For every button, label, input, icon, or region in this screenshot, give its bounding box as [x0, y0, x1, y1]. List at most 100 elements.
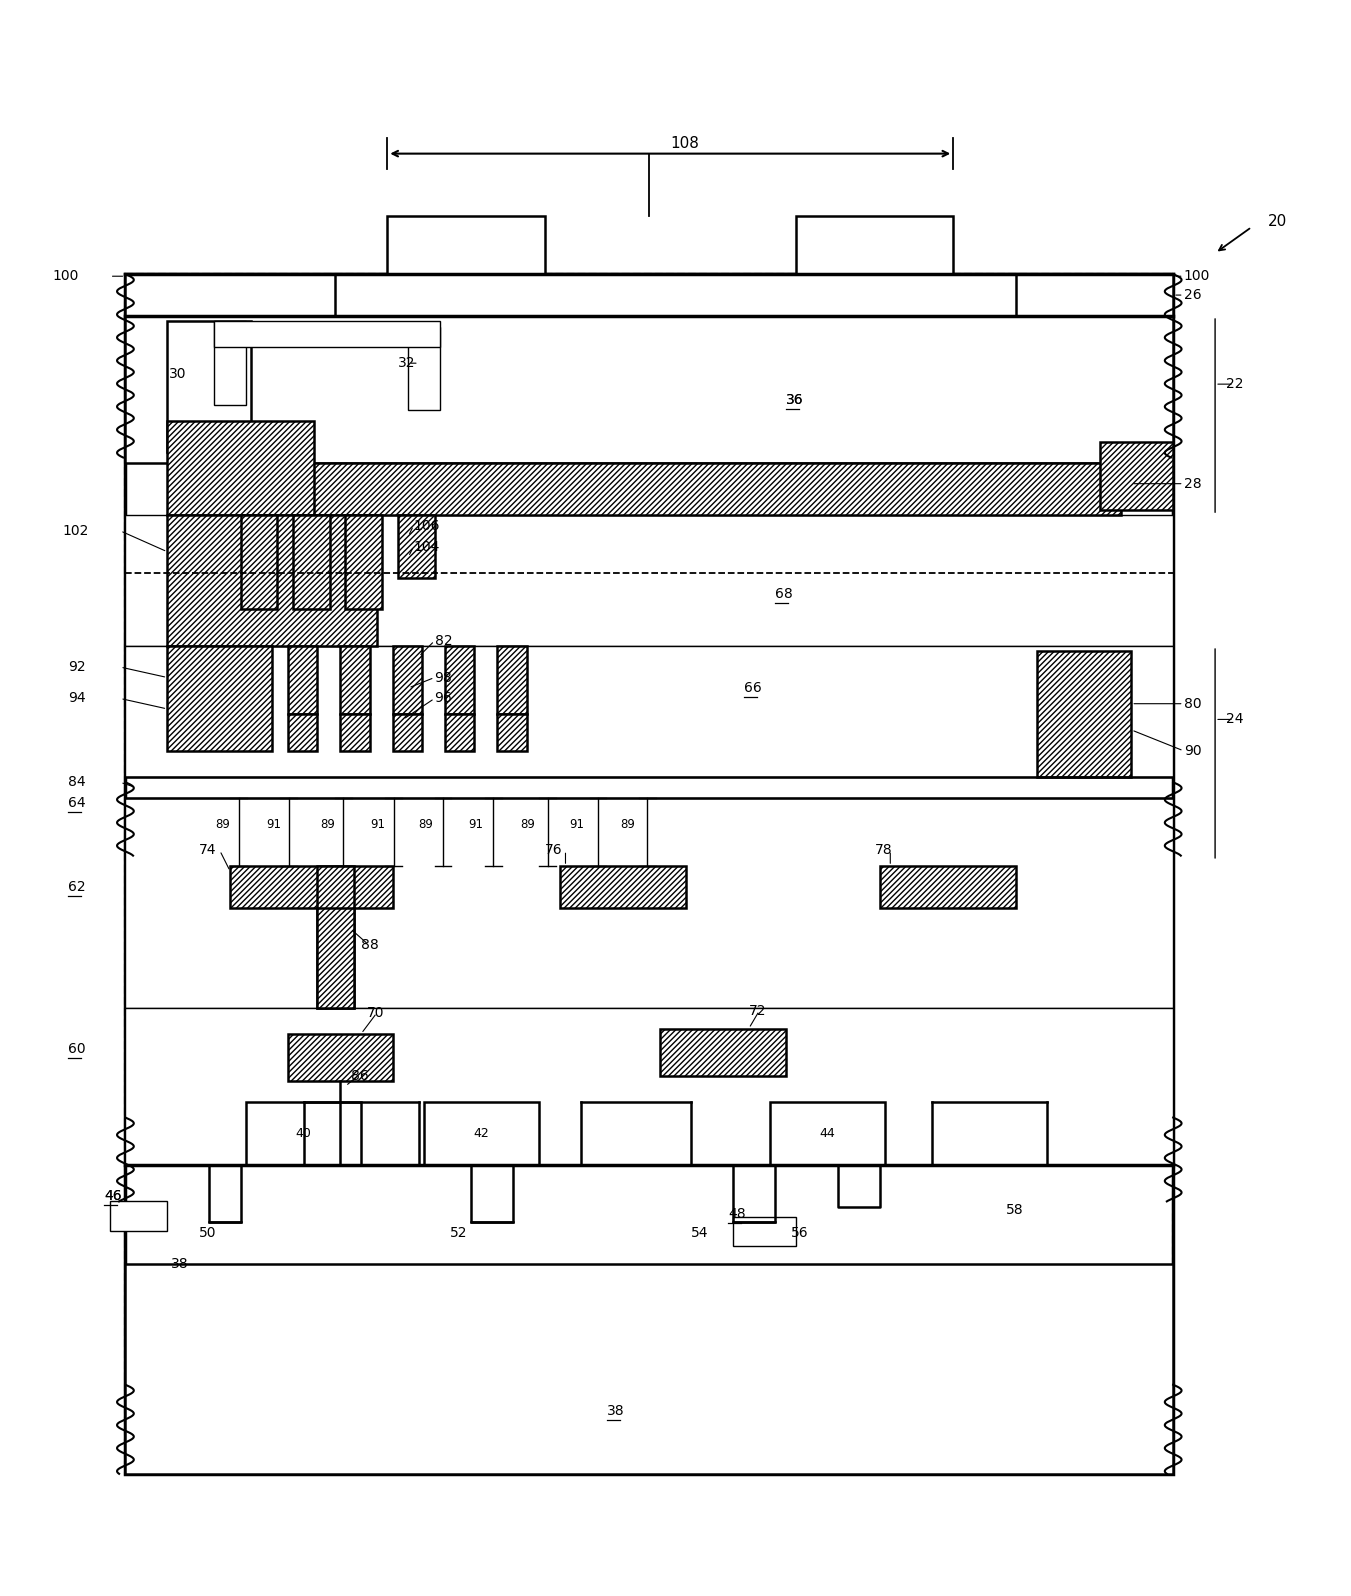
Bar	[393, 713, 422, 750]
Bar	[340, 646, 370, 713]
Text: 91: 91	[370, 817, 385, 830]
Text: 30: 30	[169, 367, 186, 381]
Bar	[561, 867, 686, 908]
Bar	[1038, 651, 1131, 777]
Text: 20: 20	[1267, 214, 1286, 230]
Text: 106: 106	[413, 519, 440, 533]
Bar	[424, 1101, 539, 1165]
Text: 54: 54	[692, 1226, 709, 1240]
Bar	[109, 1202, 168, 1231]
Text: 38: 38	[170, 1258, 188, 1272]
Bar	[659, 1028, 785, 1076]
Text: 22: 22	[1225, 377, 1243, 391]
Bar	[272, 463, 1121, 516]
Text: 88: 88	[361, 938, 378, 951]
Text: 89: 89	[216, 817, 231, 830]
Text: 72: 72	[748, 1004, 766, 1018]
Bar	[397, 516, 435, 578]
Text: 40: 40	[296, 1127, 312, 1140]
Text: 48: 48	[728, 1207, 746, 1221]
Text: 26: 26	[1183, 287, 1201, 302]
Text: 82: 82	[435, 634, 453, 648]
Text: 38: 38	[608, 1404, 626, 1417]
Bar	[734, 1218, 796, 1246]
Text: 74: 74	[199, 843, 216, 857]
Text: 104: 104	[413, 539, 440, 554]
Bar	[246, 1101, 361, 1165]
Bar	[126, 316, 1173, 463]
Bar	[340, 713, 370, 750]
Bar	[335, 275, 1016, 316]
Text: 50: 50	[199, 1226, 216, 1240]
Text: 52: 52	[450, 1226, 467, 1240]
Bar	[388, 217, 544, 275]
Bar	[288, 713, 317, 750]
Text: 84: 84	[68, 776, 85, 790]
Bar	[168, 421, 313, 516]
Bar	[497, 713, 527, 750]
Bar	[444, 713, 474, 750]
Bar	[168, 516, 377, 646]
Bar	[770, 1101, 885, 1165]
Text: 66: 66	[743, 681, 762, 694]
Text: 64: 64	[68, 796, 85, 811]
Text: 94: 94	[68, 691, 85, 705]
Text: 91: 91	[570, 817, 585, 830]
Bar	[126, 516, 1173, 646]
Bar	[168, 321, 251, 452]
Text: 58: 58	[1005, 1203, 1023, 1216]
Text: 60: 60	[68, 1042, 85, 1057]
Text: 44: 44	[820, 1127, 835, 1140]
Bar	[126, 646, 1173, 777]
Bar	[408, 327, 440, 410]
Text: 91: 91	[467, 817, 484, 830]
Bar	[317, 867, 354, 1007]
Bar	[346, 516, 382, 610]
Text: 46: 46	[104, 1189, 122, 1203]
Bar	[393, 646, 422, 713]
Bar	[126, 275, 1173, 1473]
Text: 80: 80	[1183, 697, 1201, 710]
Text: 68: 68	[775, 587, 793, 600]
Text: 86: 86	[351, 1069, 369, 1082]
Bar	[796, 217, 954, 275]
Text: 46: 46	[104, 1189, 122, 1203]
Bar	[126, 275, 1173, 1473]
Text: 92: 92	[68, 661, 85, 674]
Bar	[168, 646, 272, 750]
Text: 89: 89	[520, 817, 535, 830]
Bar	[880, 867, 1016, 908]
Bar	[317, 908, 354, 1007]
Text: 96: 96	[435, 691, 453, 705]
Text: 28: 28	[1183, 477, 1201, 490]
Text: 108: 108	[670, 136, 698, 150]
Text: 36: 36	[785, 393, 802, 407]
Text: 78: 78	[874, 843, 892, 857]
Bar	[1100, 442, 1173, 509]
Text: 89: 89	[620, 817, 635, 830]
Text: 91: 91	[266, 817, 281, 830]
Text: 98: 98	[435, 670, 453, 685]
Bar	[497, 646, 527, 713]
Bar	[215, 321, 246, 405]
Text: 42: 42	[474, 1127, 489, 1140]
Text: 24: 24	[1225, 712, 1243, 726]
Text: 70: 70	[366, 1005, 384, 1020]
Text: 89: 89	[417, 817, 432, 830]
Bar	[240, 516, 277, 610]
Text: 90: 90	[1183, 744, 1201, 758]
Text: 36: 36	[785, 393, 802, 407]
Text: 89: 89	[320, 817, 335, 830]
Bar	[215, 321, 440, 348]
Bar	[293, 516, 330, 610]
Bar	[126, 1007, 1173, 1165]
Text: 102: 102	[62, 523, 89, 538]
Text: 62: 62	[68, 879, 85, 894]
Bar	[126, 275, 1173, 316]
Text: 100: 100	[53, 270, 78, 282]
Bar	[444, 646, 474, 713]
Text: 76: 76	[544, 843, 562, 857]
Bar	[288, 1034, 393, 1080]
Text: 32: 32	[397, 356, 415, 370]
Text: 56: 56	[790, 1226, 808, 1240]
